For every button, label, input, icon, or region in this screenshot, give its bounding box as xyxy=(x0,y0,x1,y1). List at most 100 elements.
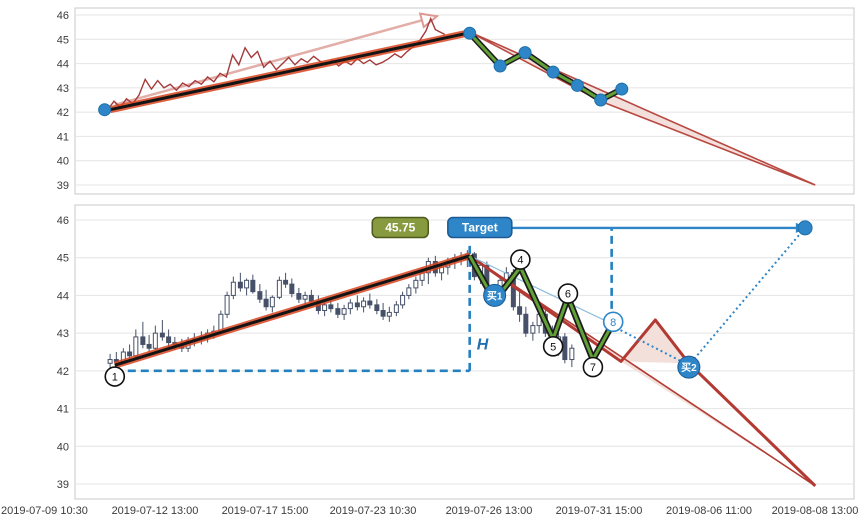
y-axis-tick: 46 xyxy=(57,215,69,227)
wave-number-label: 4 xyxy=(517,255,523,267)
buy-signal-marker[interactable] xyxy=(483,283,507,307)
minor-blue-line xyxy=(469,255,612,325)
buy-signal-label: 买1 xyxy=(487,290,503,302)
candle-body xyxy=(152,332,158,349)
bounce-fill xyxy=(621,319,689,364)
x-axis-tick: 2019-08-08 13:00 xyxy=(772,505,859,517)
y-axis-tick: 39 xyxy=(57,479,69,491)
x-axis-tick: 2019-07-09 10:30 xyxy=(1,505,88,517)
candle-body xyxy=(269,296,275,308)
falling-wedge xyxy=(469,31,816,186)
y-axis-tick: 46 xyxy=(57,10,69,22)
pivot-dot xyxy=(518,46,532,60)
wave-number-circle xyxy=(510,249,531,270)
wave-number-circle xyxy=(582,356,604,378)
y-axis-tick: 42 xyxy=(57,107,69,119)
panel-border xyxy=(74,204,855,500)
candle-body xyxy=(374,304,380,312)
candle-body xyxy=(146,343,152,349)
uptrend-line xyxy=(114,254,471,367)
pivot-dot xyxy=(546,65,560,79)
candle-body xyxy=(250,279,256,293)
y-axis-tick: 43 xyxy=(57,328,69,340)
projection-arrow xyxy=(114,15,438,107)
target-badge-text: Target xyxy=(462,221,498,235)
candle-body xyxy=(283,279,289,285)
uptrend-line xyxy=(109,31,468,112)
y-axis-tick: 39 xyxy=(57,180,69,192)
candle-body xyxy=(393,304,399,313)
pivot-dot xyxy=(463,26,477,40)
wave-number-label: 5 xyxy=(550,341,556,353)
wave-number-label: 6 xyxy=(565,289,571,301)
candle-body xyxy=(367,300,373,306)
y-axis-tick: 45 xyxy=(57,253,69,265)
candle-body xyxy=(244,279,250,289)
candle-body xyxy=(237,281,243,289)
candle-body xyxy=(413,279,419,289)
candle-body xyxy=(127,351,133,357)
red-trend-path xyxy=(468,254,817,487)
wave-number-circle xyxy=(557,283,579,304)
candle-body xyxy=(263,298,269,308)
candle-body xyxy=(380,310,386,317)
x-axis-tick: 2019-08-06 11:00 xyxy=(666,505,752,517)
wedge-upper-edge xyxy=(469,255,816,487)
y-axis-tick: 44 xyxy=(57,59,69,71)
candle-body xyxy=(276,279,282,298)
y-axis-tick: 40 xyxy=(57,441,69,453)
candle-body xyxy=(530,325,536,334)
candle-body xyxy=(361,300,367,308)
candle-body xyxy=(328,304,334,310)
wave-number-label: 1 xyxy=(112,372,118,384)
candle-body xyxy=(296,293,302,300)
candle-body xyxy=(347,302,353,310)
y-axis-tick: 41 xyxy=(57,404,69,416)
candle-body xyxy=(354,302,360,308)
candle-body xyxy=(335,308,341,315)
wave-number-label: 8 xyxy=(610,317,616,329)
candle-body xyxy=(159,332,165,338)
top-chart-panel[interactable]: 46 45 44 43 42 41 40 39 xyxy=(0,6,859,203)
candle-body xyxy=(386,311,392,317)
candle-body xyxy=(224,294,230,315)
x-axis-tick: 2019-07-26 13:00 xyxy=(446,505,533,517)
candle-body xyxy=(166,336,172,344)
pivot-dot xyxy=(493,59,507,73)
candle-body xyxy=(322,304,328,312)
projection-arrowhead xyxy=(418,12,440,29)
y-axis-tick: 41 xyxy=(57,131,69,143)
buy-signal-marker[interactable] xyxy=(677,355,701,379)
x-axis-tick: 2019-07-31 15:00 xyxy=(556,505,643,517)
x-axis-tick: 2019-07-12 13:00 xyxy=(112,505,199,517)
candle-body xyxy=(308,294,314,302)
y-axis-tick: 42 xyxy=(57,366,69,378)
height-h-label: H xyxy=(477,336,489,353)
buy-signal-label: 买2 xyxy=(681,362,697,374)
candle-body xyxy=(289,283,295,295)
pivot-dot xyxy=(570,78,584,92)
y-axis-tick: 45 xyxy=(57,34,69,46)
target-badge[interactable] xyxy=(447,216,513,239)
price-label-badge[interactable] xyxy=(371,216,430,239)
candle-body xyxy=(257,291,263,300)
wave-number-circle xyxy=(104,366,126,387)
candle-body xyxy=(133,336,139,357)
pivot-dot xyxy=(615,82,629,96)
pivot-dot xyxy=(98,103,112,117)
candle-body xyxy=(107,359,113,364)
candle-body xyxy=(517,306,523,315)
candle-body xyxy=(140,336,146,345)
wave-number-label: 7 xyxy=(590,362,596,374)
price-line xyxy=(107,16,446,111)
candle-body xyxy=(230,281,236,296)
y-axis-tick: 44 xyxy=(57,290,69,302)
candle-body xyxy=(406,287,412,296)
y-axis-tick: 40 xyxy=(57,156,69,168)
target-dot xyxy=(797,220,813,236)
candle-body xyxy=(569,347,575,361)
candle-body xyxy=(341,308,347,315)
candle-body xyxy=(302,294,308,300)
